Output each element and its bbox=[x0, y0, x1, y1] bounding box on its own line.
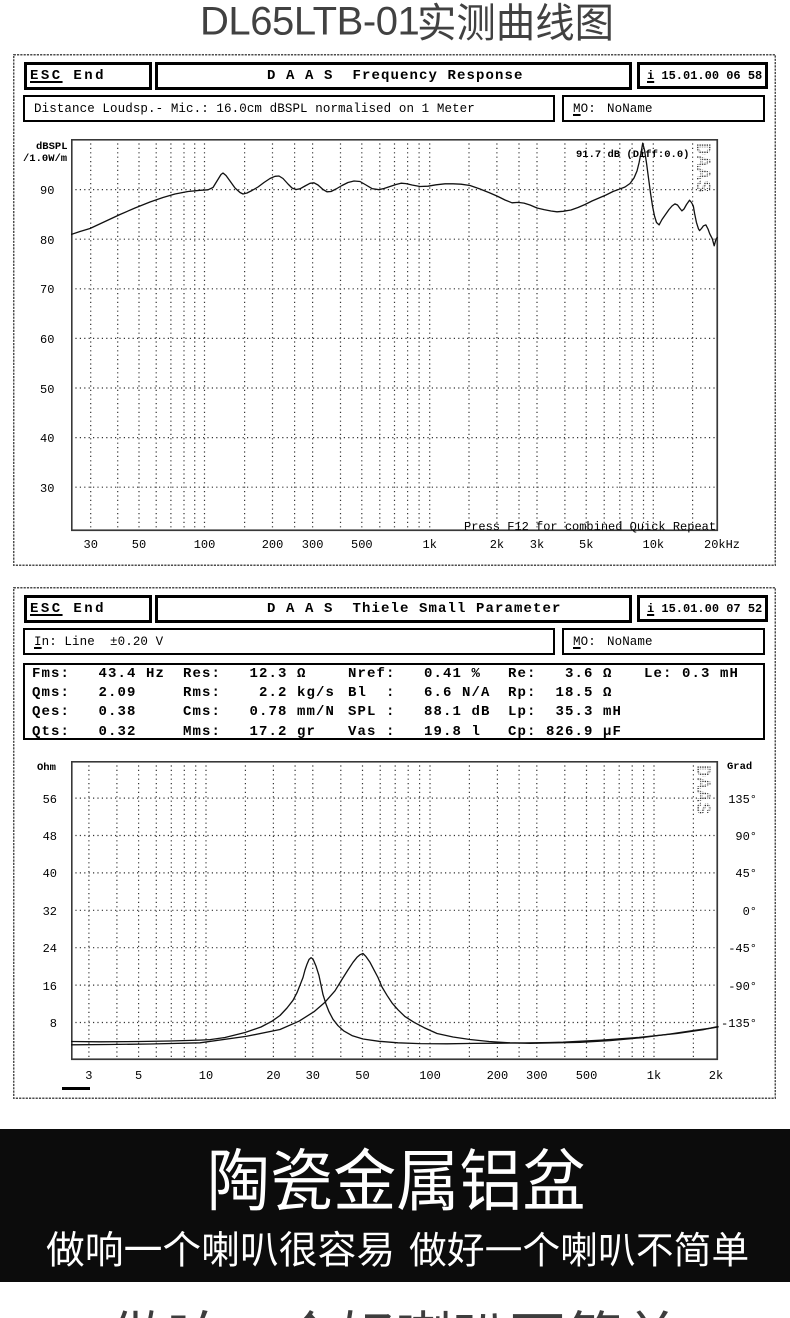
svg-text:DAAS: DAAS bbox=[690, 765, 713, 815]
svg-text:DAAS: DAAS bbox=[690, 143, 713, 193]
svg-text:DL65LTB-01: DL65LTB-01 bbox=[200, 0, 419, 44]
